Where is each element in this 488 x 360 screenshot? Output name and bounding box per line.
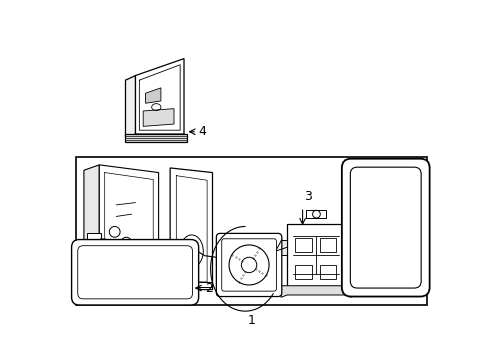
Polygon shape bbox=[281, 286, 350, 297]
Polygon shape bbox=[286, 224, 344, 286]
FancyBboxPatch shape bbox=[349, 167, 420, 288]
Text: 3: 3 bbox=[304, 190, 311, 203]
FancyBboxPatch shape bbox=[341, 159, 429, 297]
Polygon shape bbox=[87, 233, 101, 245]
Polygon shape bbox=[170, 168, 212, 289]
Polygon shape bbox=[99, 278, 158, 287]
Polygon shape bbox=[306, 210, 325, 218]
Polygon shape bbox=[271, 239, 286, 255]
Text: 2: 2 bbox=[204, 282, 212, 294]
Text: 1: 1 bbox=[247, 314, 255, 327]
Polygon shape bbox=[125, 76, 135, 137]
FancyBboxPatch shape bbox=[221, 239, 276, 291]
Polygon shape bbox=[135, 59, 183, 134]
Polygon shape bbox=[99, 165, 158, 278]
Bar bbox=[76, 157, 426, 305]
Polygon shape bbox=[145, 88, 161, 103]
Polygon shape bbox=[143, 109, 174, 126]
FancyBboxPatch shape bbox=[78, 246, 192, 299]
FancyBboxPatch shape bbox=[216, 233, 281, 297]
Polygon shape bbox=[84, 165, 99, 294]
Polygon shape bbox=[125, 134, 187, 142]
Text: 4: 4 bbox=[198, 125, 206, 138]
FancyBboxPatch shape bbox=[71, 239, 198, 305]
